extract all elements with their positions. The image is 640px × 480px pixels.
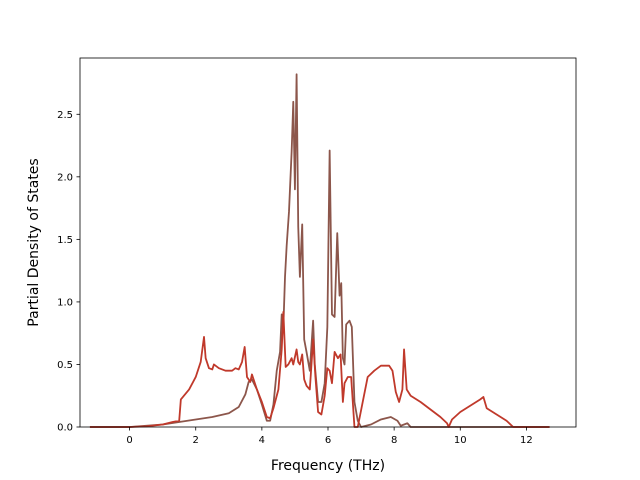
series-line-1 (89, 73, 550, 428)
x-tick-label: 6 (325, 435, 331, 446)
y-axis-label: Partial Density of States (26, 158, 42, 326)
y-tick-label: 2.5 (57, 110, 73, 121)
x-tick-label: 0 (126, 435, 132, 446)
x-tick-label: 10 (454, 435, 467, 446)
x-tick-label: 2 (193, 435, 199, 446)
y-tick-label: 2.0 (57, 172, 73, 183)
y-tick-label: 1.0 (57, 297, 73, 308)
plot-frame (79, 57, 577, 428)
y-tick-label: 1.5 (57, 235, 73, 246)
x-tick-label: 12 (520, 435, 533, 446)
series-line-2 (89, 311, 550, 428)
y-tick-label: 0.5 (57, 360, 73, 371)
x-tick-label: 8 (391, 435, 397, 446)
x-axis-label: Frequency (THz) (271, 458, 385, 474)
y-tick-label: 0.0 (57, 423, 73, 434)
x-axis-ticks: 0 2 4 6 8 10 12 (126, 427, 533, 446)
series-lines (89, 73, 550, 428)
x-tick-label: 4 (259, 435, 265, 446)
y-axis-ticks: 0.0 0.5 1.0 1.5 2.0 2.5 (57, 110, 80, 434)
